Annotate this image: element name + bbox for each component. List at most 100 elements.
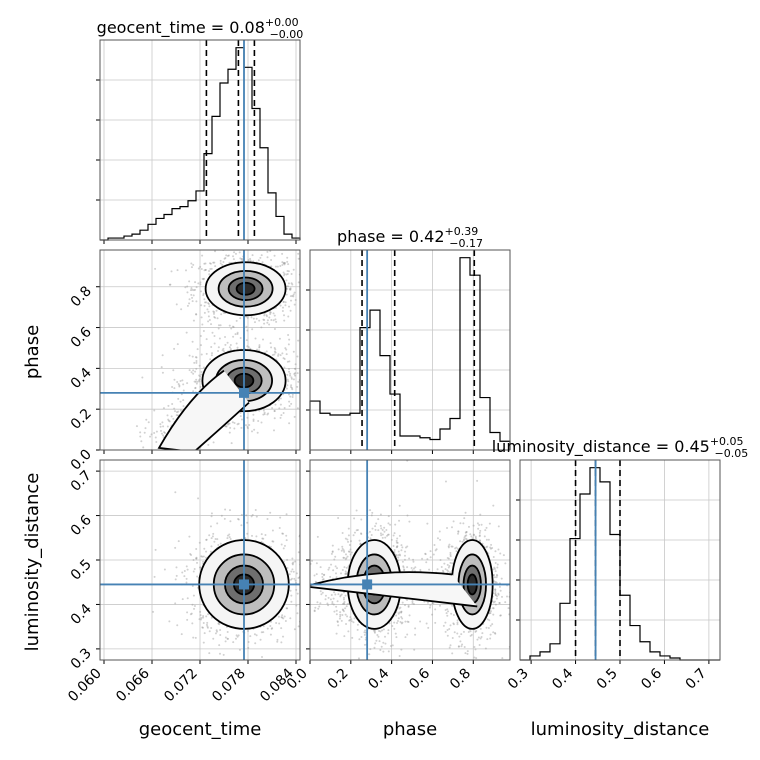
scatter-point — [444, 621, 447, 624]
scatter-point — [200, 617, 203, 620]
scatter-point — [294, 581, 297, 584]
scatter-point — [485, 626, 488, 629]
scatter-point — [198, 618, 201, 621]
panel-frame — [99, 459, 301, 661]
scatter-point — [254, 508, 257, 511]
scatter-point — [266, 256, 269, 259]
scatter-point — [497, 548, 500, 551]
scatter-point — [484, 647, 487, 650]
x-tick-label: 0.066 — [113, 665, 153, 705]
scatter-point — [255, 535, 258, 538]
scatter-point — [258, 345, 261, 348]
scatter-point — [270, 259, 273, 262]
scatter-point — [406, 514, 409, 517]
scatter-point — [191, 585, 194, 588]
scatter-point — [305, 578, 307, 580]
scatter-point — [359, 542, 362, 545]
scatter-point — [210, 267, 213, 270]
scatter-point — [377, 635, 380, 638]
scatter-point — [249, 347, 252, 350]
scatter-point — [208, 630, 211, 633]
scatter-point — [273, 409, 276, 412]
scatter-point — [195, 367, 198, 370]
scatter-point — [195, 286, 198, 289]
scatter-point — [304, 388, 306, 390]
scatter-point — [175, 411, 178, 414]
scatter-point — [210, 345, 213, 348]
scatter-point — [195, 382, 198, 385]
scatter-point — [287, 270, 290, 273]
scatter-point — [288, 400, 291, 403]
scatter-point — [190, 554, 193, 557]
scatter-point — [401, 560, 404, 563]
scatter-point — [403, 568, 406, 571]
scatter-point — [453, 631, 456, 634]
scatter-point — [296, 407, 299, 410]
scatter-point — [258, 344, 261, 347]
scatter-point — [153, 432, 156, 435]
scatter-point — [369, 537, 372, 540]
scatter-point — [219, 633, 222, 636]
scatter-point — [218, 337, 221, 340]
scatter-point — [488, 619, 491, 622]
panel-content — [310, 460, 510, 660]
y-tick-label: 0.5 — [68, 557, 95, 584]
scatter-point — [260, 533, 263, 536]
scatter-point — [406, 545, 409, 548]
scatter-point — [163, 462, 165, 464]
scatter-point — [198, 541, 201, 544]
scatter-point — [478, 524, 481, 527]
scatter-point — [174, 410, 177, 413]
scatter-point — [176, 381, 179, 384]
scatter-point — [186, 597, 189, 600]
scatter-point — [286, 270, 289, 273]
scatter-point — [244, 424, 247, 427]
scatter-point — [302, 391, 304, 393]
scatter-point — [205, 556, 208, 559]
scatter-point — [285, 607, 288, 610]
scatter-point — [378, 629, 381, 632]
scatter-point — [188, 535, 191, 538]
scatter-point — [205, 538, 208, 541]
scatter-point — [227, 254, 230, 257]
scatter-point — [295, 604, 298, 607]
scatter-point — [317, 576, 319, 578]
scatter-point — [210, 352, 213, 355]
scatter-point — [303, 295, 305, 297]
scatter-point — [232, 326, 235, 329]
scatter-point — [274, 348, 277, 351]
scatter-point — [494, 603, 497, 606]
scatter-point — [193, 607, 196, 610]
scatter-point — [281, 310, 284, 313]
scatter-point — [289, 288, 292, 291]
scatter-point — [288, 338, 291, 341]
scatter-point — [501, 595, 504, 598]
scatter-point — [247, 641, 250, 644]
scatter-point — [202, 560, 205, 563]
scatter-point — [271, 529, 274, 532]
scatter-point — [260, 631, 263, 634]
scatter-point — [251, 430, 254, 433]
scatter-point — [447, 570, 450, 573]
scatter-point — [263, 318, 266, 321]
scatter-point — [474, 630, 477, 633]
scatter-point — [291, 388, 294, 391]
scatter-point — [454, 547, 457, 550]
scatter-point — [274, 265, 277, 268]
scatter-point — [283, 274, 286, 277]
scatter-point — [235, 634, 238, 637]
scatter-point — [206, 308, 209, 311]
scatter-point — [385, 534, 388, 537]
scatter-point — [459, 522, 462, 525]
scatter-point — [294, 579, 297, 582]
scatter-point — [210, 512, 213, 515]
scatter-point — [282, 301, 285, 304]
scatter-point — [346, 555, 349, 558]
scatter-point — [226, 631, 229, 634]
scatter-point — [196, 380, 199, 383]
scatter-point — [492, 573, 495, 576]
scatter-point — [338, 617, 341, 620]
scatter-point — [295, 588, 298, 591]
scatter-point — [494, 570, 497, 573]
scatter-point — [262, 409, 265, 412]
